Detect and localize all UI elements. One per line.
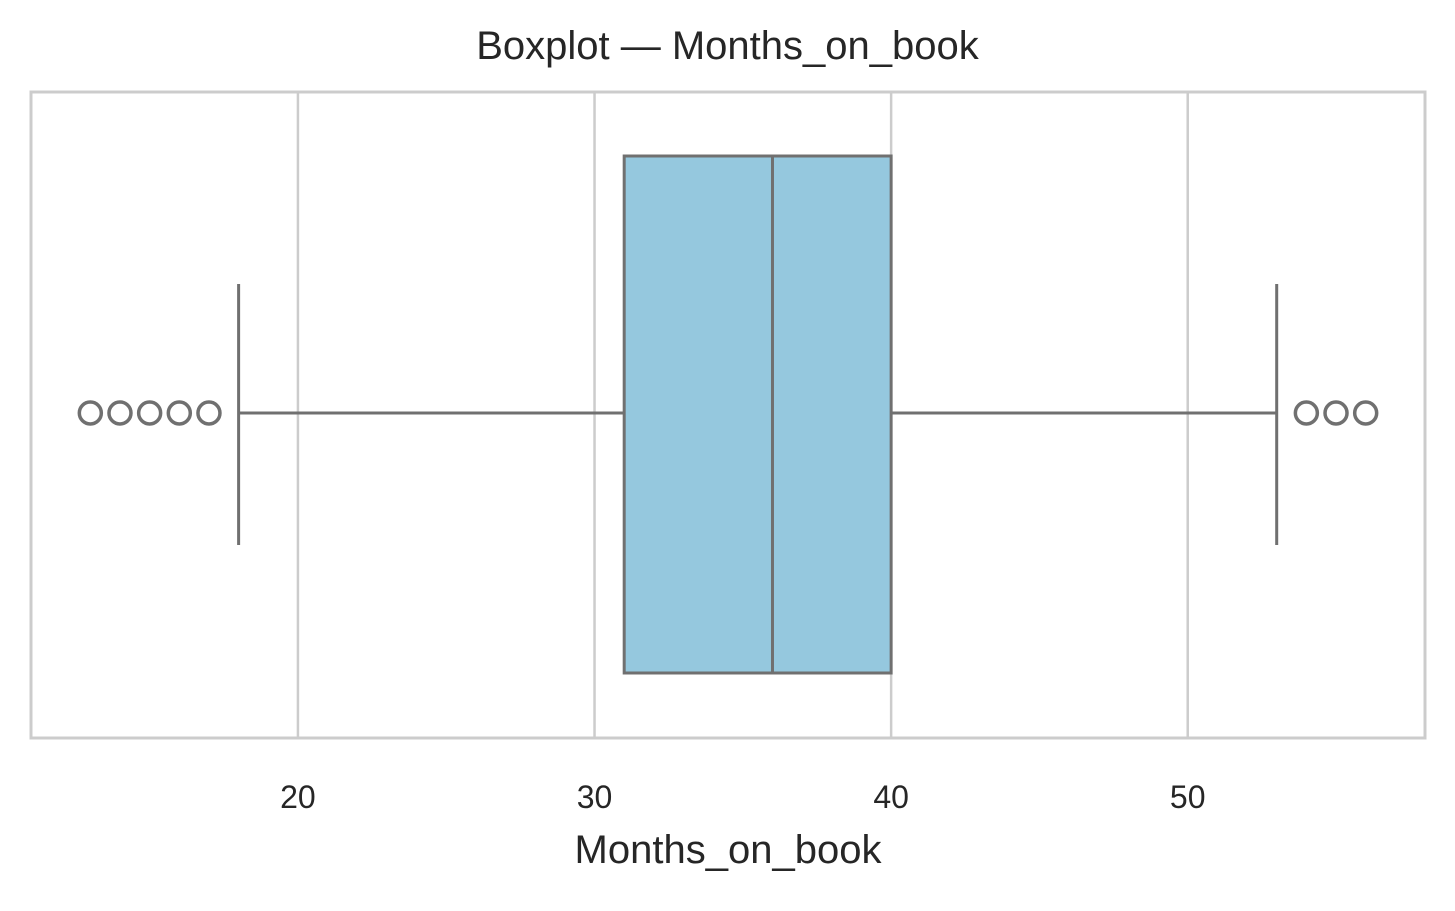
x-tick-label-30: 30 (577, 779, 613, 815)
outlier-point (136, 400, 163, 426)
boxplot (237, 154, 1279, 675)
outlier-point (1293, 400, 1320, 426)
box-iqr (622, 154, 893, 675)
x-tick-labels: 20 30 40 50 (280, 779, 1205, 815)
plot-frame (29, 90, 1427, 740)
chart-title: Boxplot — Months_on_book (476, 24, 979, 68)
x-axis-label: Months_on_book (574, 828, 882, 872)
x-tick-label-40: 40 (873, 779, 909, 815)
outlier-points (77, 400, 1379, 426)
x-tick-label-20: 20 (280, 779, 316, 815)
outlier-point (107, 400, 133, 426)
outlier-point (196, 400, 222, 426)
x-tick-label-50: 50 (1170, 779, 1206, 815)
outlier-point (77, 400, 104, 426)
outlier-point (1352, 400, 1379, 426)
outlier-point (1323, 400, 1349, 426)
outlier-point (166, 400, 193, 426)
